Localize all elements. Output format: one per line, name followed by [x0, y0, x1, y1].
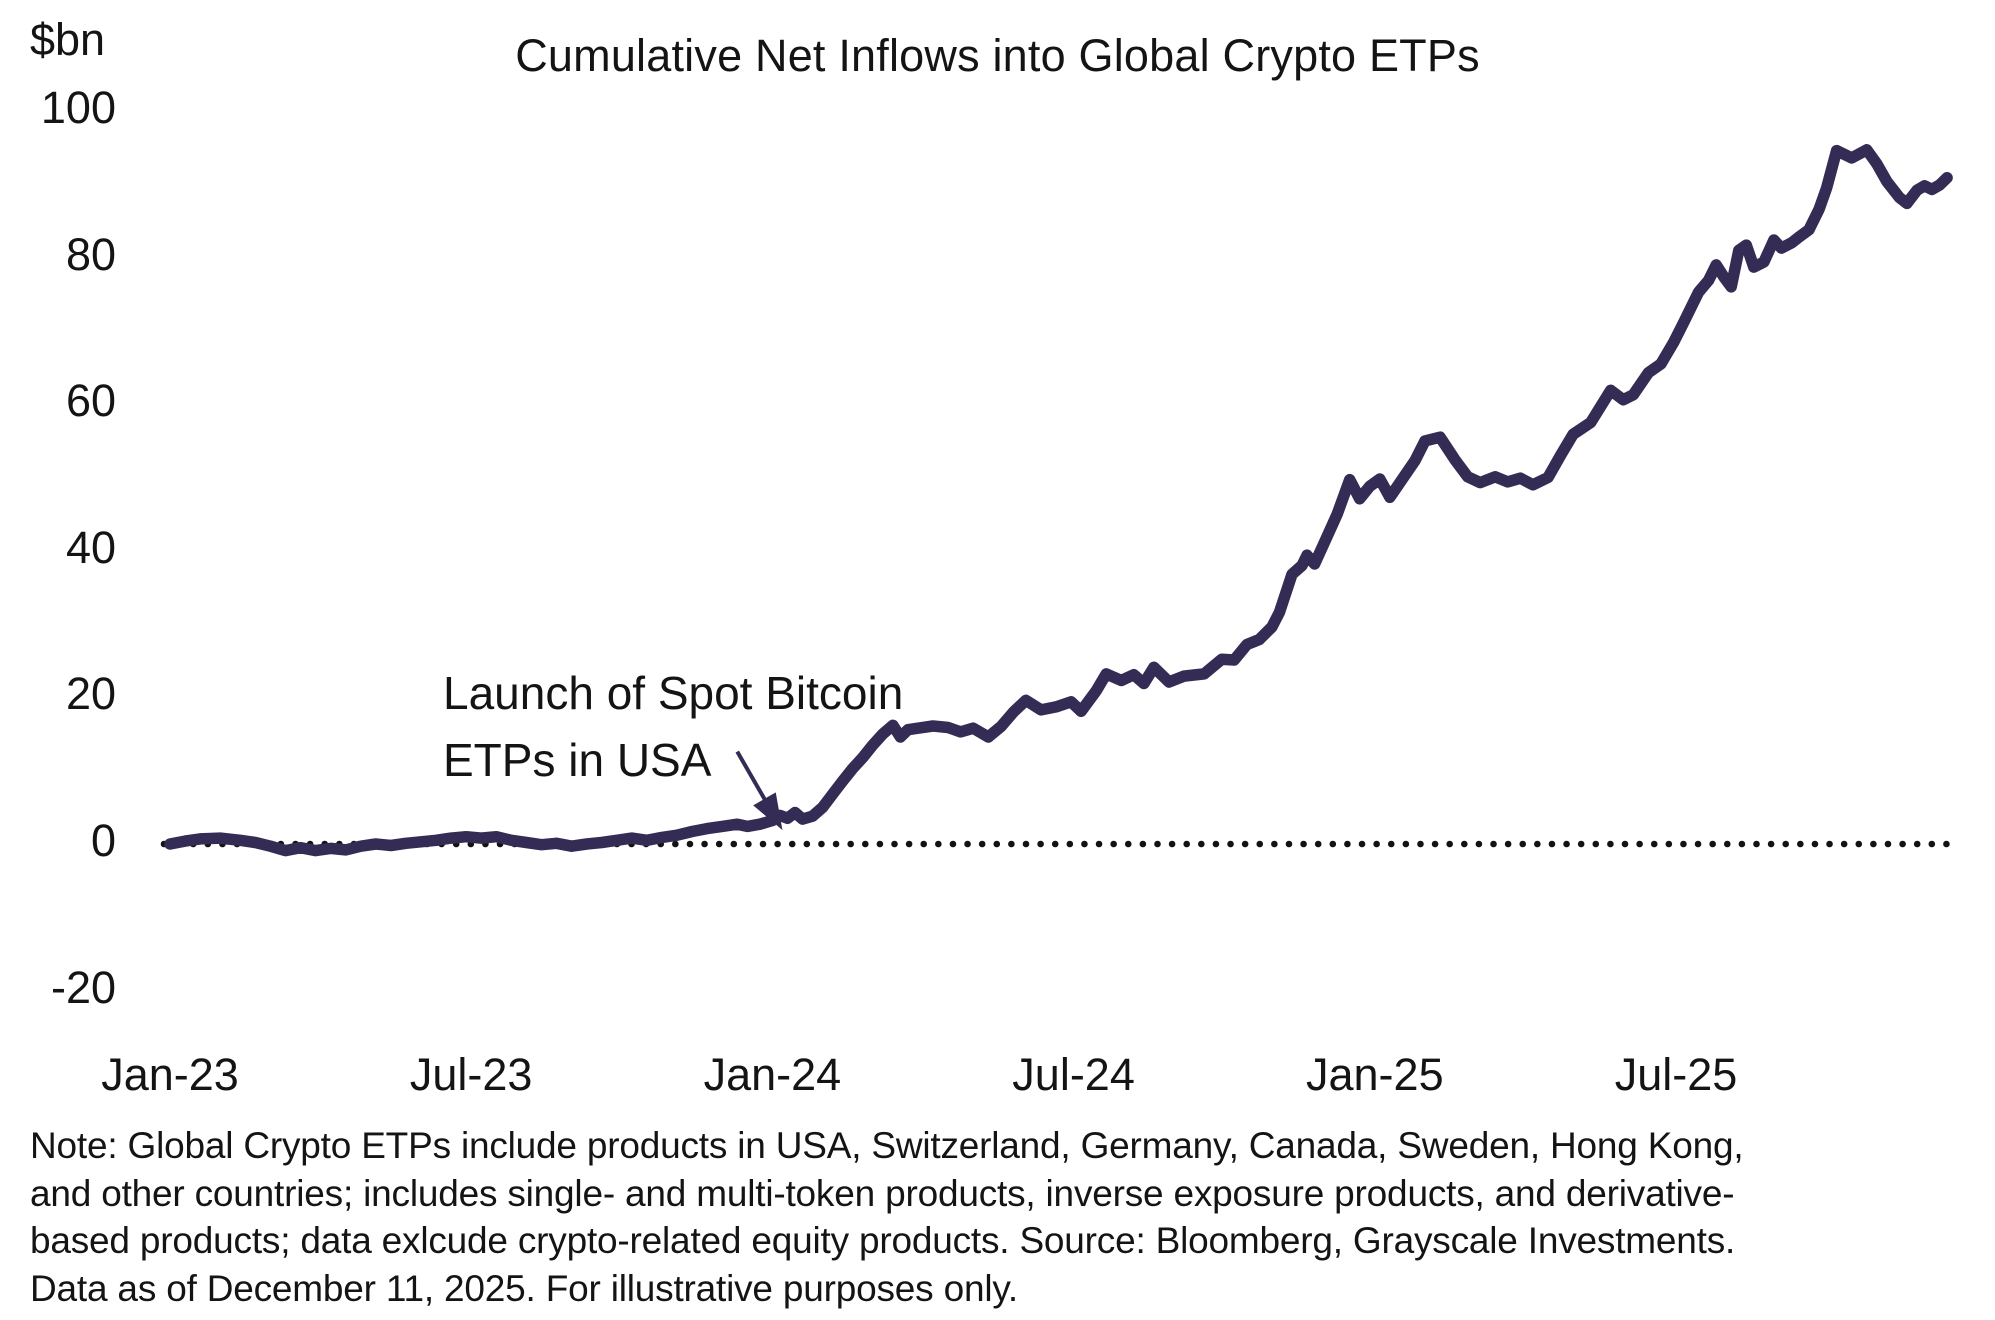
annotation-line-1: Launch of Spot Bitcoin — [443, 667, 904, 719]
y-tick-label: 60 — [65, 375, 116, 427]
y-tick-label: 40 — [65, 521, 116, 573]
annotation-arrow-shaft — [735, 750, 770, 806]
y-tick-label: 0 — [90, 815, 116, 866]
x-tick-label: Jan-24 — [703, 1049, 842, 1100]
y-tick-label: 20 — [65, 668, 116, 720]
y-tick-label: 80 — [65, 228, 116, 280]
x-tick-label: Jul-23 — [409, 1049, 533, 1100]
footnote-line: based products; data exlcude crypto-rela… — [30, 1220, 1736, 1261]
y-tick-label: -20 — [50, 961, 116, 1013]
footnote-line: and other countries; includes single- an… — [30, 1172, 1735, 1214]
annotation-line-2: ETPs in USA — [443, 734, 712, 786]
cumulative-inflows-line — [164, 144, 1953, 857]
annotation-text: Launch of Spot Bitcoin ETPs in USA — [443, 660, 903, 794]
x-tick-label: Jul-24 — [1012, 1049, 1135, 1100]
footnote-line: Note: Global Crypto ETPs include product… — [30, 1125, 1744, 1166]
footnote: Note: Global Crypto ETPs include product… — [30, 1122, 1980, 1312]
footnote-line: Data as of December 11, 2025. For illust… — [30, 1267, 1018, 1309]
y-tick-label: 100 — [40, 82, 116, 133]
x-tick-label: Jan-23 — [101, 1049, 239, 1100]
x-tick-label: Jan-25 — [1306, 1049, 1444, 1100]
x-tick-label: Jul-25 — [1614, 1049, 1738, 1100]
chart-title: Cumulative Net Inflows into Global Crypt… — [515, 30, 1480, 81]
annotation-arrowhead-icon — [753, 792, 783, 831]
annotation-arrow — [735, 750, 783, 831]
y-axis-unit-label: $bn — [30, 14, 106, 65]
